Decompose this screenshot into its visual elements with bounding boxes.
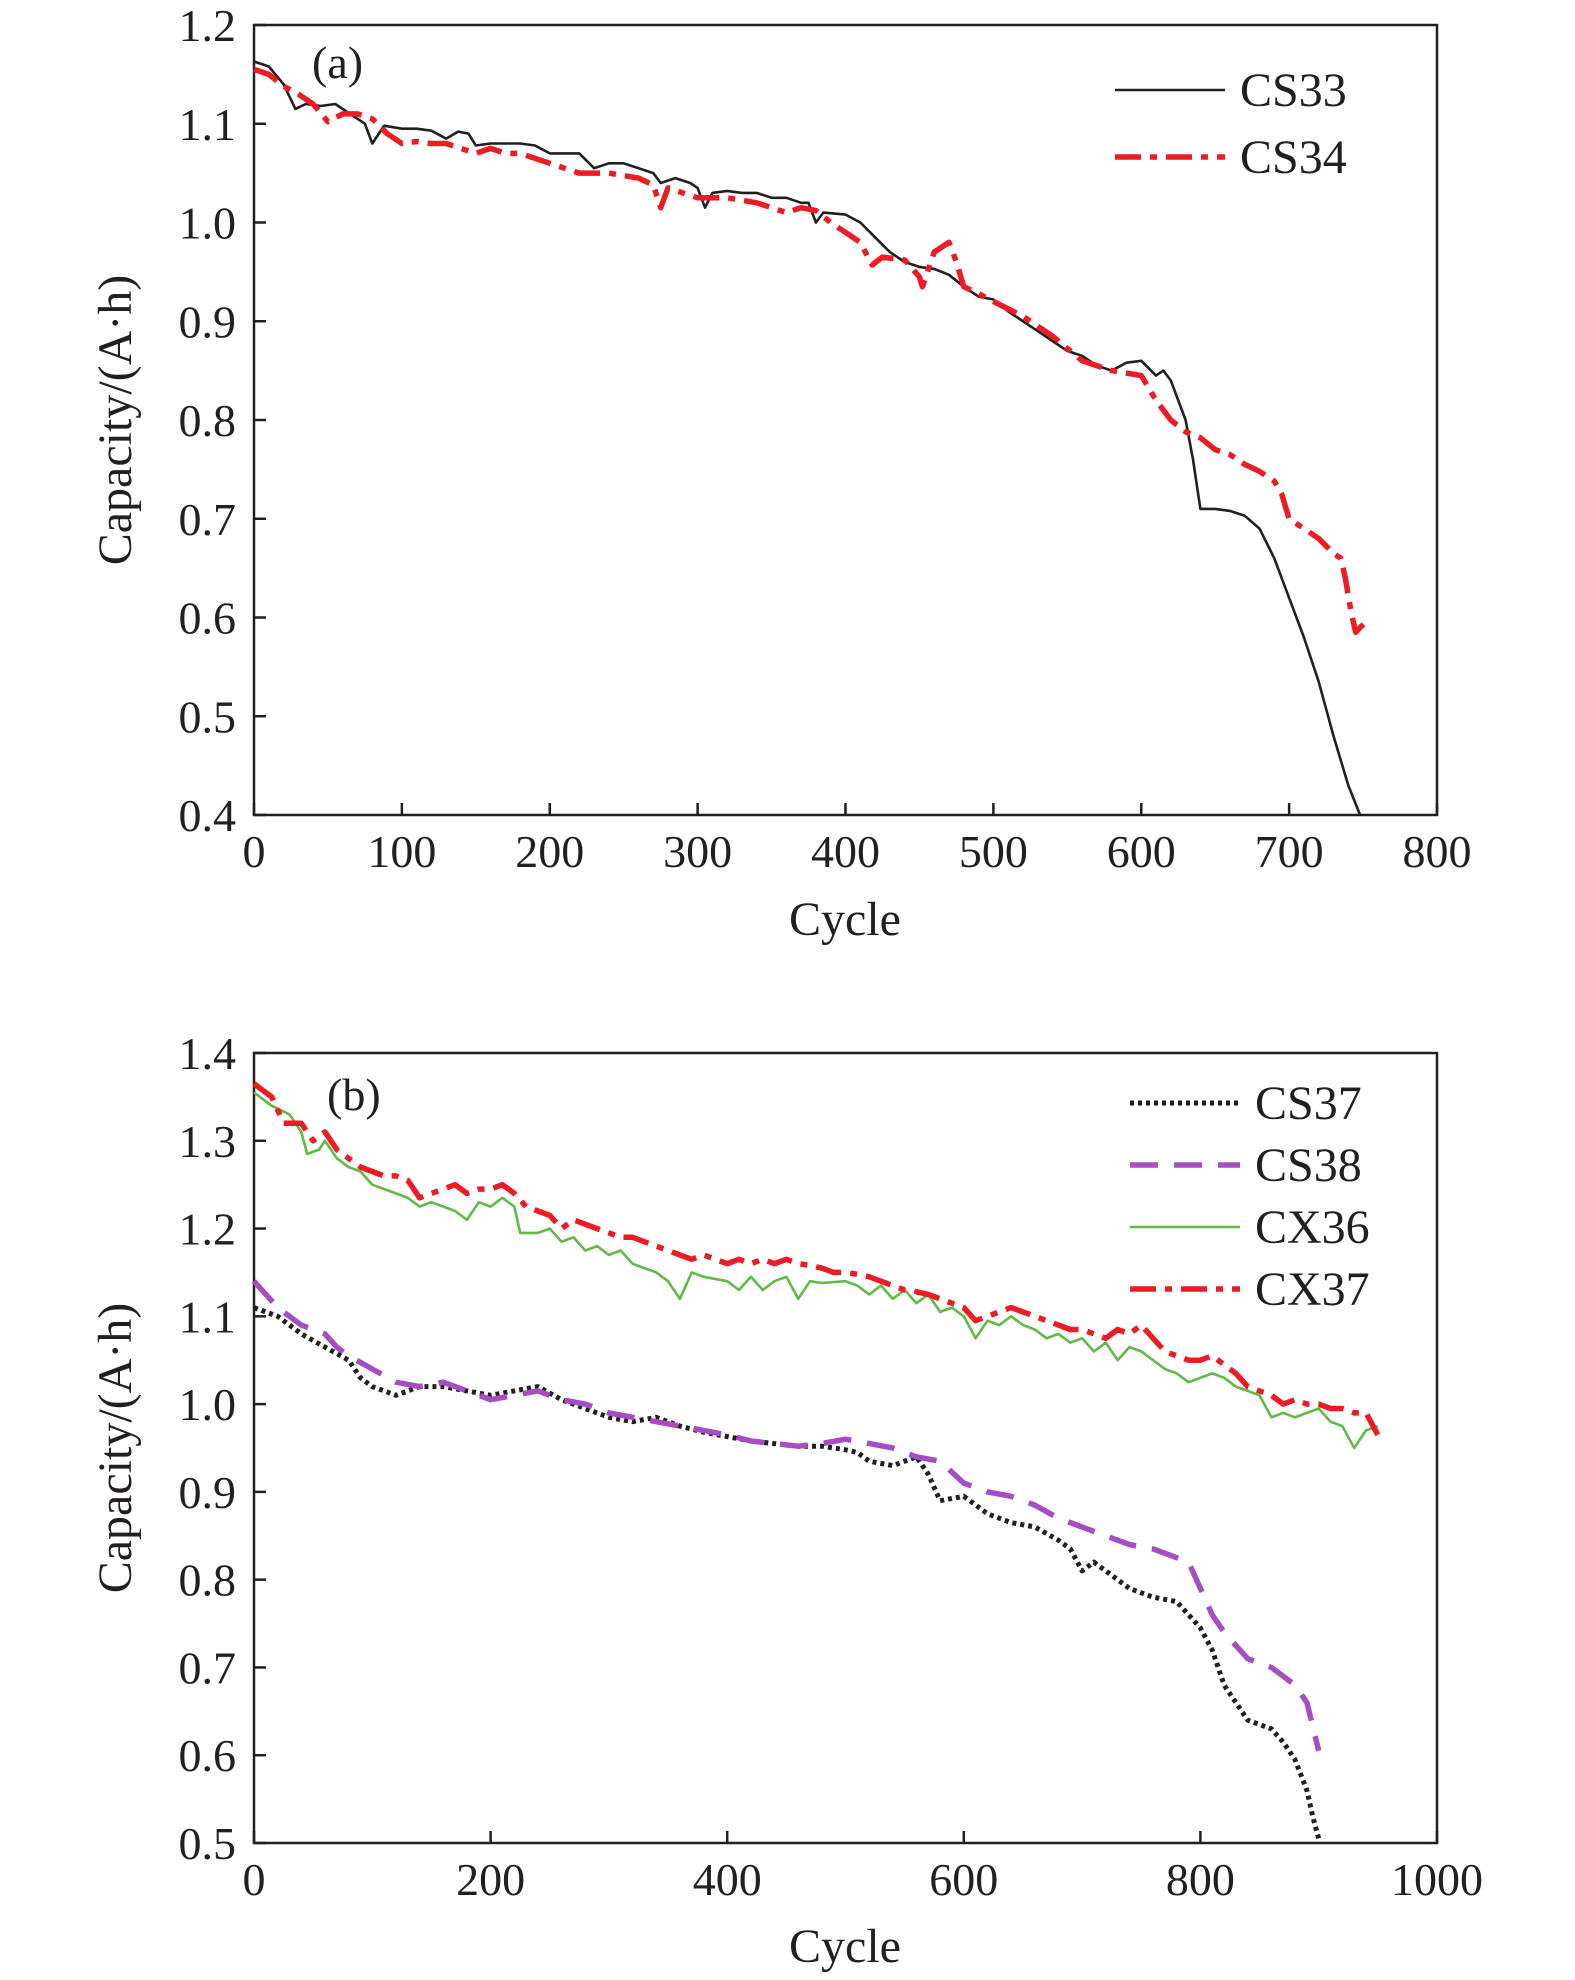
series-line-cs33: [253, 60, 1362, 816]
legend-label-cs34: CS34: [1240, 131, 1347, 184]
series-line-cx37: [252, 1081, 1381, 1437]
panel-a-x-axis-title: Cycle: [789, 893, 901, 946]
panel-a-label: (a): [312, 37, 363, 88]
y-tick-label: 1.0: [179, 198, 237, 249]
panel-b-chart: (b) 0 200 400 600 800 1000 0.5 0.6 0.7 0.8 0.9 1.0…: [89, 1028, 1483, 1973]
panel-b-legend: CS37 CS38 CX36 CX37: [1130, 1077, 1370, 1316]
x-tick-label: 0: [243, 826, 266, 877]
x-tick-label: 600: [1107, 826, 1176, 877]
y-tick-label: 0.6: [179, 1730, 237, 1781]
panel-b-series: [251, 1081, 1381, 1840]
x-tick-label: 0: [243, 1854, 266, 1905]
panel-a-x-ticks: 0 100 200 300 400 500 600 700 800: [243, 803, 1472, 877]
y-tick-label: 1.4: [179, 1028, 237, 1079]
y-tick-label: 0.5: [179, 691, 237, 742]
panel-a-y-ticks: 0.4 0.5 0.6 0.7 0.8 0.9 1.0 1.1 1.2: [179, 0, 266, 841]
x-tick-label: 400: [693, 1854, 762, 1905]
panel-b-x-axis-title: Cycle: [789, 1920, 901, 1973]
x-tick-label: 700: [1255, 826, 1324, 877]
x-tick-label: 400: [811, 826, 880, 877]
y-tick-label: 0.7: [179, 1642, 237, 1693]
panel-b-plot-frame: [252, 1051, 1439, 1845]
x-tick-label: 300: [663, 826, 732, 877]
panel-a-series: [253, 60, 1368, 816]
y-tick-label: 0.4: [179, 790, 237, 841]
panel-b-label: (b): [327, 1069, 381, 1120]
series-line-cs38: [251, 1279, 1322, 1752]
legend-label-cs38: CS38: [1255, 1139, 1362, 1192]
panel-a-chart: (a) 0 100 200 300 400 500 600 700 800 0.40.50.60…: [89, 0, 1472, 946]
panel-b-x-ticks: 0 200 400 600 800 1000: [243, 1831, 1483, 1905]
legend-label-cx37: CX37: [1255, 1263, 1370, 1316]
panel-b-y-ticks: 0.5 0.6 0.7 0.8 0.9 1.0 1.1 1.2 1.3 1.4: [179, 1028, 266, 1869]
y-tick-label: 0.5: [179, 1818, 237, 1869]
y-tick-label: 1.1: [179, 99, 237, 150]
series-line-cs37: [253, 1305, 1322, 1840]
x-tick-label: 200: [456, 1854, 525, 1905]
y-tick-label: 0.9: [179, 1467, 237, 1518]
y-tick-label: 1.3: [179, 1116, 237, 1167]
y-tick-label: 0.9: [179, 296, 237, 347]
panel-b-y-axis-title: Capacity/(A·h): [89, 1303, 142, 1594]
legend-label-cx36: CX36: [1255, 1201, 1370, 1254]
x-tick-label: 800: [1166, 1854, 1235, 1905]
x-tick-label: 800: [1403, 826, 1472, 877]
legend-label-cs37: CS37: [1255, 1077, 1362, 1130]
x-tick-label: 500: [959, 826, 1028, 877]
y-tick-label: 1.2: [179, 1204, 237, 1255]
x-tick-label: 600: [929, 1854, 998, 1905]
panel-a-y-axis-title: Capacity/(A·h): [89, 275, 142, 566]
y-tick-label: 1.0: [179, 1379, 237, 1430]
y-tick-label: 0.7: [179, 494, 237, 545]
y-tick-label: 0.8: [179, 1555, 237, 1606]
x-tick-label: 1000: [1391, 1854, 1483, 1905]
y-tick-label: 1.1: [179, 1291, 237, 1342]
legend-label-cs33: CS33: [1240, 64, 1347, 117]
series-line-cx36: [253, 1091, 1379, 1450]
y-tick-label: 0.8: [179, 395, 237, 446]
y-tick-label: 0.6: [179, 593, 237, 644]
series-line-cs34: [253, 66, 1368, 636]
x-tick-label: 100: [367, 826, 436, 877]
y-tick-label: 1.2: [179, 0, 237, 51]
x-tick-label: 200: [515, 826, 584, 877]
panel-a-legend: CS33 CS34: [1115, 64, 1347, 184]
